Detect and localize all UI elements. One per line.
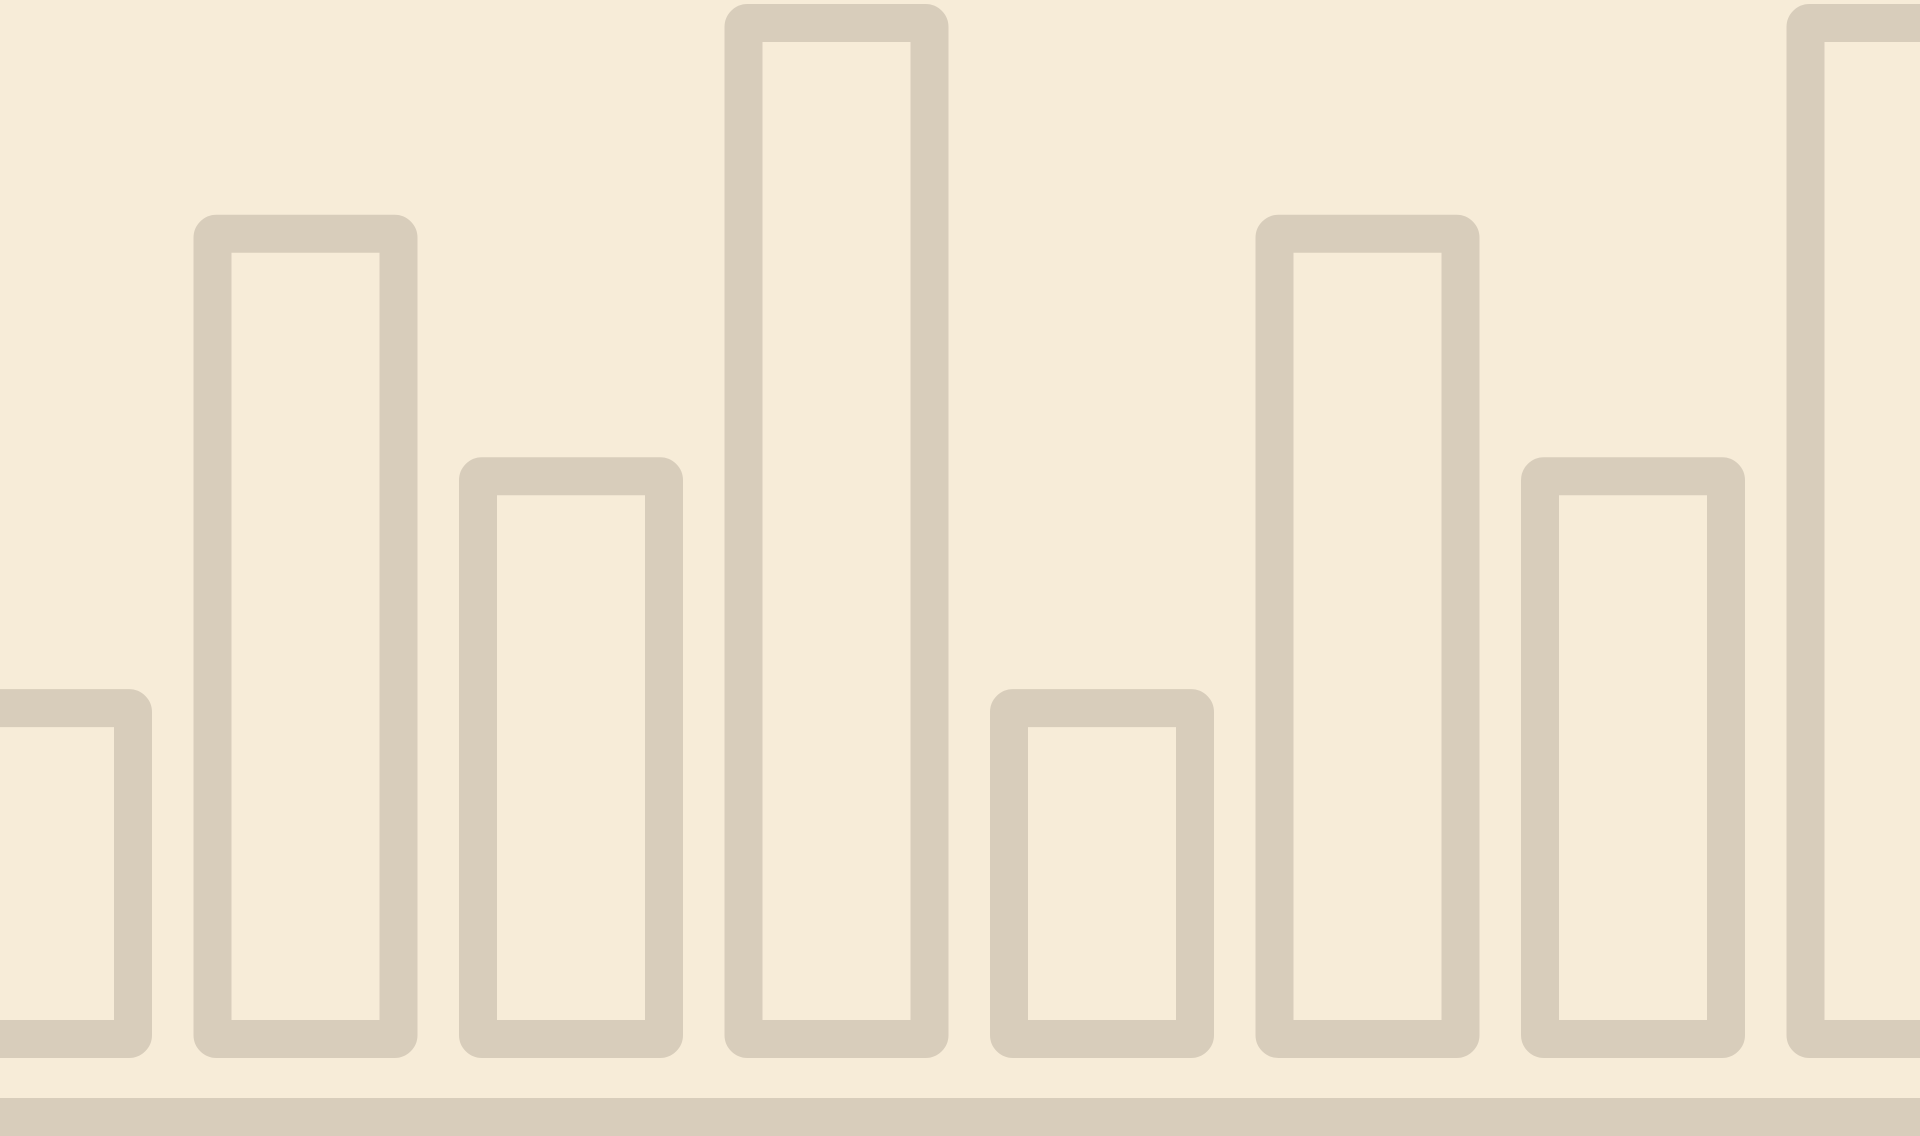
bar-5 [990,689,1214,1058]
bar-3 [459,457,683,1059]
bars-group [0,4,1920,1059]
baseline [0,1098,1920,1136]
bar-2 [193,214,418,1059]
bar-8 [1786,4,1920,1058]
bar-6 [1255,214,1480,1059]
bar-1 [0,689,152,1058]
bar-7 [1521,457,1745,1059]
bar-4 [724,4,949,1058]
